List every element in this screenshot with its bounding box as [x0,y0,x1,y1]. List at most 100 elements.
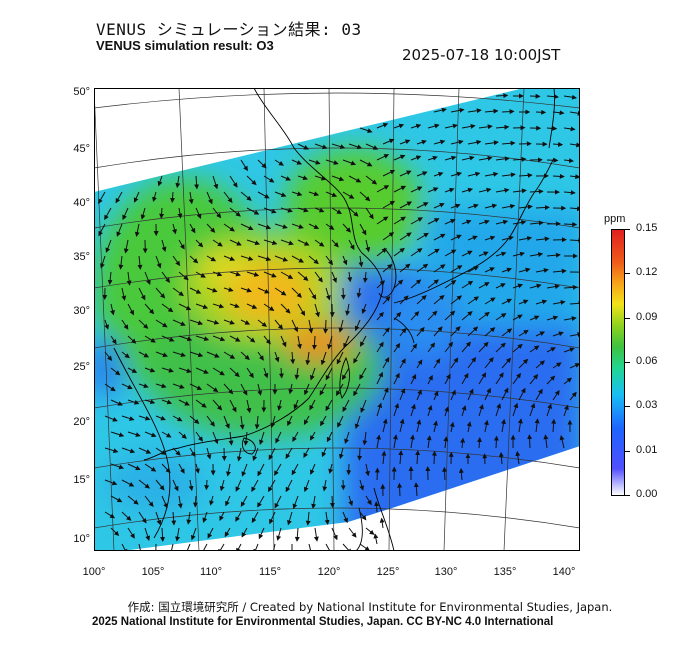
wind-arrow [362,271,368,283]
wind-arrow [336,351,344,365]
wind-arrow [426,435,432,449]
wind-arrow [416,139,427,145]
wind-arrow [175,175,181,189]
wind-arrow [229,303,240,309]
wind-arrow [444,155,457,161]
wind-arrow [155,415,166,421]
wind-arrow [512,188,527,194]
wind-arrow [342,511,348,524]
wind-arrow [382,200,396,209]
wind-arrow [308,159,321,165]
wind-arrow [263,207,277,214]
wind-arrow [127,527,135,539]
wind-arrow [161,431,172,438]
wind-arrow [416,202,429,209]
wind-arrow [376,341,384,353]
wind-arrow [433,203,445,209]
wind-arrow [461,405,467,417]
wind-arrow [217,543,225,551]
wind-arrow [172,287,184,297]
wind-arrow [297,303,306,317]
wind-arrow [127,495,139,505]
wind-arrow [138,447,152,454]
wind-arrow [303,383,310,396]
wind-arrow [529,315,540,321]
wind-arrow [321,447,327,458]
wind-arrow [118,255,124,270]
wind-arrow [399,139,411,145]
wind-arrow [546,252,561,258]
wind-arrow [331,143,346,150]
lat-tick-label: 50° [73,86,90,98]
wind-arrow [512,283,524,289]
wind-arrow [461,219,472,225]
wind-arrow [427,187,439,193]
wind-arrow [127,303,134,316]
wind-arrow [287,415,293,427]
wind-arrow [433,326,443,337]
colorbar-tick-mark [625,495,630,496]
wind-arrow [338,447,344,460]
wind-arrow [175,527,181,542]
wind-arrow [212,367,225,376]
wind-arrow [546,403,552,417]
wind-arrow [246,399,252,414]
wind-arrow [563,94,577,100]
colorbar-tick-label: 0.09 [636,311,658,323]
wind-arrow [546,125,558,131]
wind-arrow [416,359,423,369]
wind-arrow [177,495,183,509]
wind-arrow [159,207,165,219]
wind-arrow [278,367,284,379]
wind-arrow [138,543,142,551]
wind-arrow [308,287,317,300]
wind-arrow [207,527,214,539]
wind-arrow [246,239,261,246]
wind-arrow [257,319,267,327]
wind-arrow [241,527,248,538]
wind-arrow [529,402,536,417]
wind-arrow [252,447,259,462]
wind-arrow [478,282,490,289]
wind-arrow [186,511,192,525]
wind-arrow [126,271,132,286]
wind-arrow [223,383,234,395]
wind-arrow [512,372,521,385]
wind-arrow [293,399,299,410]
wind-arrow [122,207,129,221]
wind-arrow [563,316,577,322]
wind-arrow [223,287,234,292]
wind-arrow [399,170,412,177]
wind-arrow [257,351,264,361]
wind-arrow [551,418,557,433]
wind-arrow [495,372,504,385]
wind-arrow [212,239,223,247]
wind-arrow [105,239,112,253]
wind-arrow [110,335,117,345]
wind-arrow [308,191,320,197]
wind-arrow [322,479,328,492]
wind-arrow [219,511,225,521]
wind-arrow [552,268,567,274]
wind-arrow [138,351,150,358]
wind-arrow [534,418,540,433]
wind-arrow [325,191,338,197]
wind-arrow [152,191,157,203]
wind-arrow [212,271,223,277]
wind-arrow [189,223,196,234]
wind-arrow [495,342,506,353]
wind-arrow [320,351,327,366]
wind-arrow [257,255,272,262]
wind-arrow [427,279,439,289]
wind-arrow [254,415,260,430]
wind-arrow [535,109,547,115]
parallel-line [94,92,580,109]
wind-arrow [258,527,265,540]
wind-arrow [345,303,351,316]
wind-arrow [155,511,162,526]
wind-arrow [331,271,337,284]
wind-arrow [326,431,333,443]
wind-arrow [433,233,446,241]
wind-arrow [204,479,210,491]
wind-arrow [552,141,564,147]
